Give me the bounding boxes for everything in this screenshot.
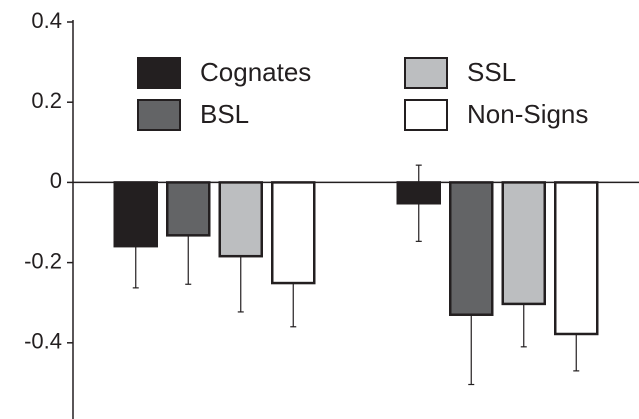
y-tick-label: 0.4 [31, 8, 62, 33]
bar [113, 181, 158, 248]
bar [218, 181, 263, 258]
bar [501, 181, 546, 306]
bar [396, 181, 441, 205]
bar [554, 181, 599, 336]
legend-swatch [404, 57, 448, 89]
bar [166, 181, 211, 237]
y-tick-label: -0.4 [24, 329, 62, 354]
legend-label: Cognates [200, 57, 311, 87]
y-tick-label: -0.2 [24, 248, 62, 273]
legend-label: BSL [200, 99, 249, 129]
legend-swatch [137, 57, 181, 89]
legend-label: SSL [467, 57, 516, 87]
y-tick-label: 0.2 [31, 88, 62, 113]
bar [271, 181, 316, 285]
legend-swatch [137, 99, 181, 131]
bar [449, 181, 494, 316]
y-tick-label: 0 [50, 168, 62, 193]
legend-swatch [404, 99, 448, 131]
legend-label: Non-Signs [467, 99, 588, 129]
